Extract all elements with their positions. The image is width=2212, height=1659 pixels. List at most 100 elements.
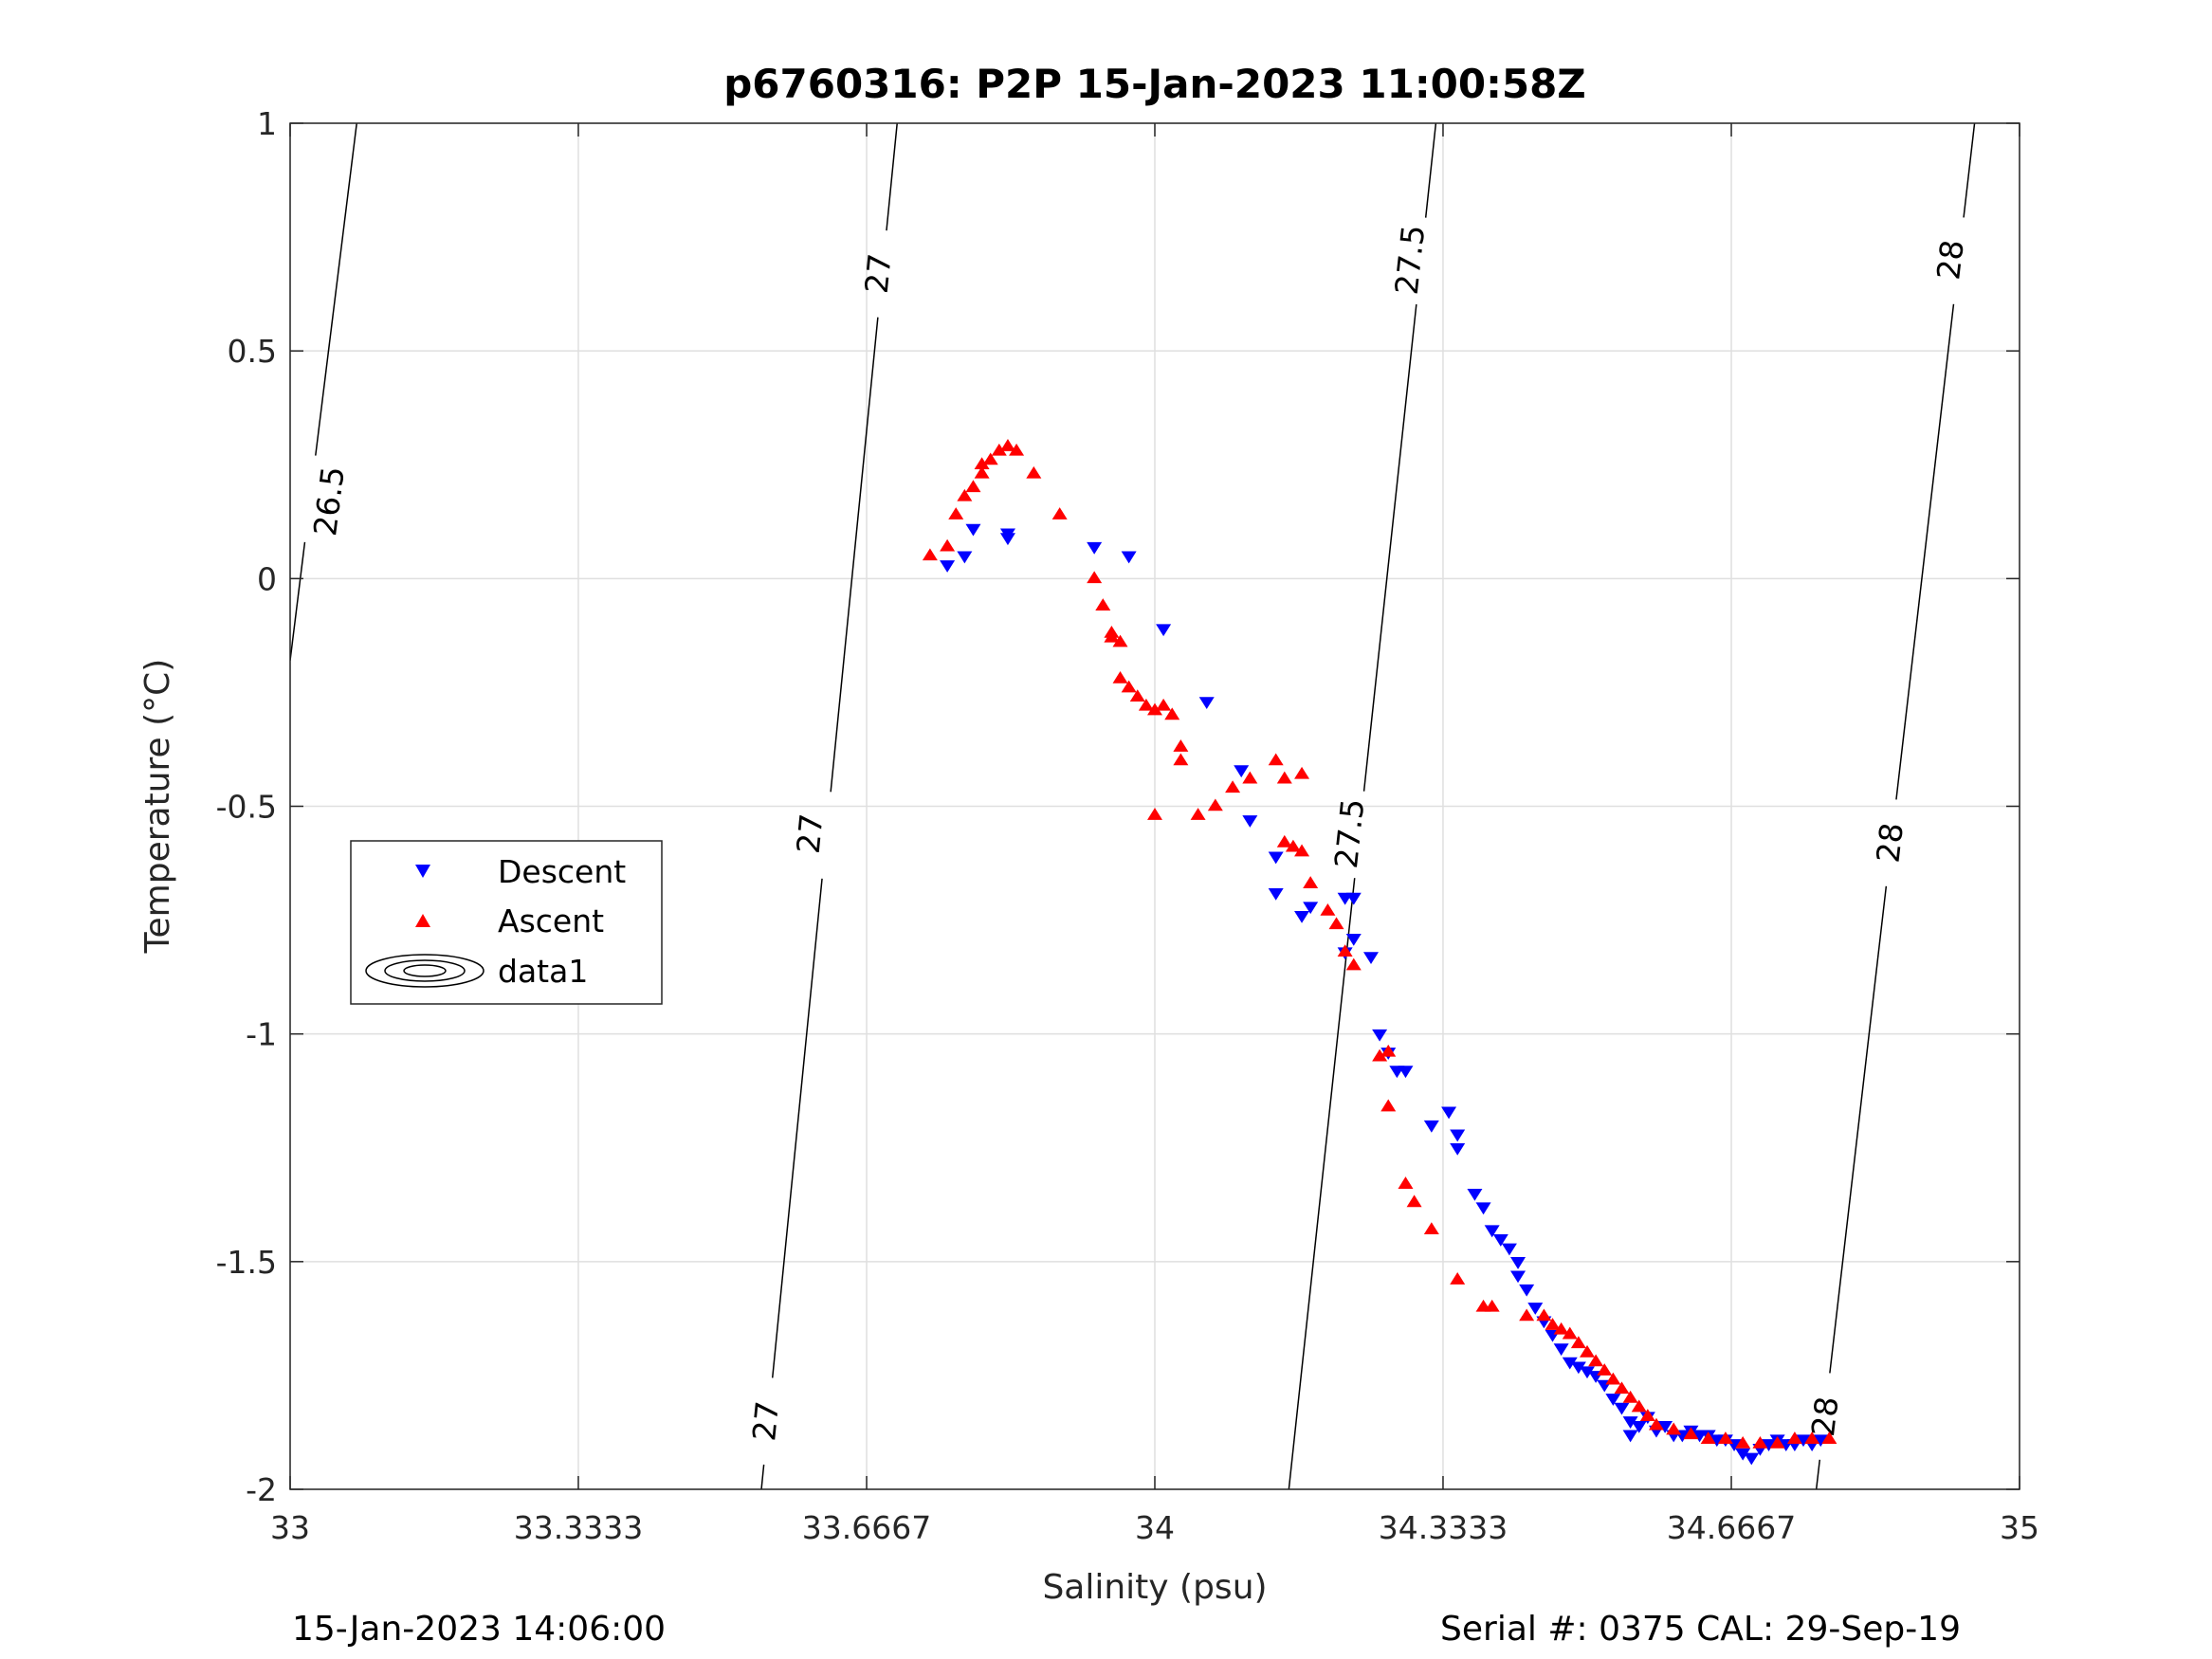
descent-point bbox=[1467, 1188, 1483, 1201]
ascent-point bbox=[1622, 1390, 1638, 1403]
contour-line bbox=[771, 878, 823, 1378]
ascent-point bbox=[1804, 1431, 1820, 1444]
contour-label: 27 bbox=[745, 1399, 786, 1443]
x-axis-title: Salinity (psu) bbox=[1042, 1568, 1267, 1607]
descent-point bbox=[1484, 1225, 1500, 1238]
ascent-point bbox=[1545, 1318, 1561, 1330]
contour-line bbox=[1829, 885, 1888, 1374]
x-tick-label: 33.6667 bbox=[802, 1509, 931, 1546]
legend-contour-label: data1 bbox=[498, 953, 588, 990]
contour-label: 27.5 bbox=[1327, 797, 1372, 870]
ascent-point bbox=[1303, 876, 1319, 888]
ascent-point bbox=[1786, 1431, 1802, 1444]
y-tick-label: 0 bbox=[257, 560, 277, 597]
descent-point bbox=[1657, 1420, 1673, 1433]
descent-point bbox=[1796, 1434, 1811, 1448]
ascent-point bbox=[1450, 1272, 1466, 1285]
descent-point bbox=[1570, 1361, 1586, 1375]
ascent-point bbox=[1631, 1399, 1647, 1413]
ascent-point bbox=[1614, 1381, 1630, 1395]
descent-point bbox=[1363, 952, 1379, 965]
ascent-point bbox=[1519, 1308, 1535, 1322]
descent-point bbox=[1510, 1257, 1526, 1269]
legend-box bbox=[350, 840, 663, 1005]
ascent-point bbox=[1104, 629, 1120, 643]
descent-point bbox=[1345, 933, 1362, 946]
ascent-point bbox=[1328, 917, 1344, 930]
descent-point bbox=[1580, 1366, 1595, 1379]
descent-point bbox=[1631, 1420, 1647, 1433]
ascent-point bbox=[1276, 771, 1292, 784]
ascent-point bbox=[1225, 780, 1241, 793]
ascent-point bbox=[991, 443, 1007, 456]
ascent-point bbox=[1190, 808, 1206, 820]
footer-timestamp: 15-Jan-2023 14:06:00 bbox=[292, 1610, 666, 1649]
x-tick-label: 35 bbox=[2000, 1509, 2039, 1546]
ascent-point bbox=[1752, 1435, 1768, 1449]
ascent-point bbox=[1345, 957, 1362, 971]
ascent-point bbox=[1562, 1326, 1578, 1340]
descent-point bbox=[1345, 892, 1362, 905]
descent-point bbox=[1475, 1202, 1491, 1215]
ascent-point bbox=[1337, 944, 1353, 957]
contour-label: 28 bbox=[1804, 1395, 1846, 1438]
contour-line bbox=[830, 317, 879, 793]
descent-point bbox=[1510, 1270, 1526, 1284]
contour-line bbox=[1424, 123, 1437, 218]
ascent-point bbox=[1294, 844, 1310, 857]
ascent-point bbox=[1147, 808, 1162, 820]
ascent-point bbox=[1276, 834, 1292, 848]
ascent-point bbox=[1597, 1363, 1613, 1376]
ascent-point bbox=[1821, 1431, 1837, 1444]
descent-point bbox=[1268, 851, 1284, 865]
contour-label: 28 bbox=[1929, 238, 1971, 282]
contour-label: 26.5 bbox=[306, 465, 352, 538]
ascent-point bbox=[1580, 1344, 1595, 1358]
ascent-point bbox=[1112, 671, 1128, 684]
axis-ticks: 33 33.3333 33.6667 34 34.3333 34.6667 35 -2 -1.5… bbox=[216, 105, 2039, 1546]
ascent-point bbox=[1380, 1099, 1397, 1112]
descent-point bbox=[1242, 815, 1258, 828]
legend-descent-marker bbox=[415, 865, 430, 878]
legend-ascent-label: Ascent bbox=[498, 902, 604, 939]
ascent-series bbox=[922, 439, 1837, 1449]
y-tick-label: -2 bbox=[246, 1471, 277, 1508]
descent-point bbox=[1614, 1402, 1630, 1415]
ascent-point bbox=[922, 548, 938, 561]
descent-point bbox=[1268, 887, 1284, 901]
descent-point bbox=[1761, 1439, 1777, 1451]
descent-point bbox=[965, 523, 981, 537]
ascent-point bbox=[1423, 1222, 1439, 1235]
descent-point bbox=[1087, 541, 1103, 555]
ascent-point bbox=[1639, 1409, 1655, 1421]
x-tick-label: 33.3333 bbox=[514, 1509, 643, 1546]
ascent-point bbox=[1294, 766, 1310, 779]
contour-line bbox=[1288, 878, 1356, 1489]
ascent-point bbox=[1683, 1427, 1699, 1440]
x-tick-label: 34.6667 bbox=[1667, 1509, 1796, 1546]
ascent-point bbox=[1320, 902, 1336, 916]
ascent-point bbox=[1648, 1417, 1664, 1431]
descent-point bbox=[957, 551, 973, 564]
descent-point bbox=[1372, 1029, 1388, 1042]
descent-point bbox=[999, 533, 1015, 546]
legend-contour-icon bbox=[365, 954, 484, 988]
ascent-point bbox=[948, 507, 964, 520]
contour-label: 27 bbox=[790, 811, 831, 855]
descent-point bbox=[1398, 1066, 1414, 1079]
ascent-point bbox=[1406, 1194, 1422, 1208]
ascent-point bbox=[1717, 1431, 1733, 1444]
y-tick-label: -0.5 bbox=[216, 789, 277, 826]
x-tick-label: 33 bbox=[270, 1509, 310, 1546]
x-tick-label: 34.3333 bbox=[1379, 1509, 1508, 1546]
ascent-point bbox=[1536, 1308, 1552, 1322]
descent-point bbox=[1294, 910, 1310, 923]
ascent-point bbox=[974, 465, 990, 479]
descent-point bbox=[1735, 1448, 1751, 1461]
descent-point bbox=[1501, 1243, 1517, 1256]
y-tick-label: 0.5 bbox=[228, 333, 277, 370]
ascent-point bbox=[1147, 702, 1162, 716]
descent-point bbox=[1450, 1129, 1466, 1142]
ascent-point bbox=[1164, 707, 1180, 720]
ascent-point bbox=[1026, 465, 1042, 479]
